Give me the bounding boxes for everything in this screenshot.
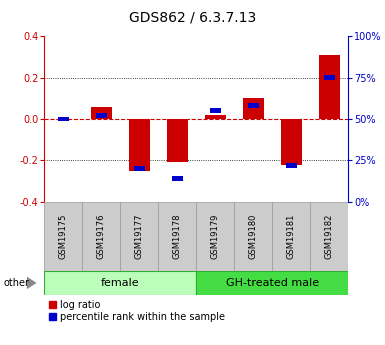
- Text: GSM19175: GSM19175: [59, 214, 68, 259]
- Bar: [319, 55, 340, 119]
- Bar: [205, 115, 226, 119]
- Text: GDS862 / 6.3.7.13: GDS862 / 6.3.7.13: [129, 10, 256, 24]
- Text: GSM19176: GSM19176: [97, 214, 106, 259]
- Bar: [310, 202, 348, 271]
- Bar: [44, 202, 82, 271]
- Bar: [120, 202, 158, 271]
- Bar: [82, 202, 120, 271]
- Bar: [91, 107, 112, 119]
- Text: other: other: [4, 278, 30, 288]
- Bar: [167, 119, 188, 162]
- Bar: [281, 119, 302, 165]
- Bar: [243, 98, 264, 119]
- Polygon shape: [27, 277, 37, 289]
- Bar: [134, 166, 145, 171]
- Bar: [210, 108, 221, 113]
- Bar: [248, 104, 259, 108]
- Bar: [44, 271, 196, 295]
- Bar: [196, 271, 348, 295]
- Bar: [324, 75, 335, 80]
- Text: GSM19180: GSM19180: [249, 214, 258, 259]
- Bar: [172, 176, 182, 181]
- Bar: [129, 119, 150, 171]
- Bar: [286, 163, 297, 168]
- Bar: [196, 202, 234, 271]
- Text: GSM19179: GSM19179: [211, 214, 220, 259]
- Text: GSM19182: GSM19182: [325, 214, 334, 259]
- Text: GSM19181: GSM19181: [287, 214, 296, 259]
- Text: female: female: [101, 278, 140, 288]
- Bar: [158, 202, 196, 271]
- Text: GH-treated male: GH-treated male: [226, 278, 319, 288]
- Bar: [273, 202, 310, 271]
- Text: GSM19177: GSM19177: [135, 214, 144, 259]
- Text: GSM19178: GSM19178: [173, 214, 182, 259]
- Bar: [58, 117, 69, 121]
- Bar: [96, 114, 107, 118]
- Legend: log ratio, percentile rank within the sample: log ratio, percentile rank within the sa…: [49, 300, 225, 322]
- Bar: [234, 202, 273, 271]
